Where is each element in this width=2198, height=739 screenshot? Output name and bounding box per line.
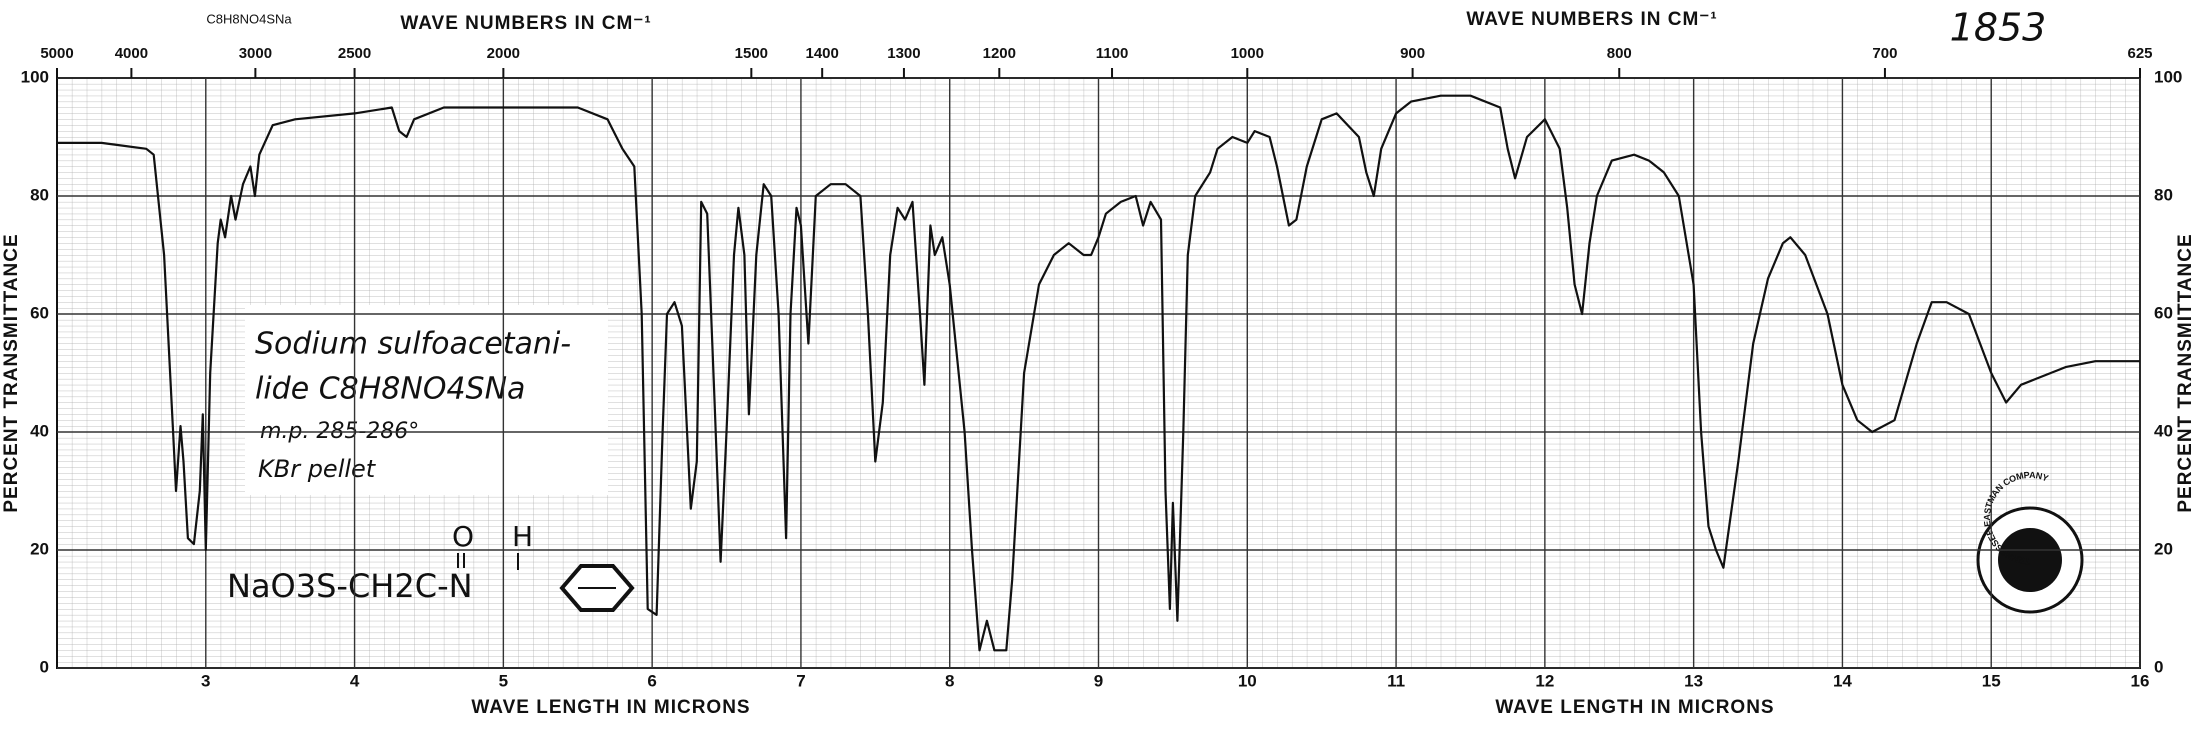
top-tick-label: 1200	[983, 45, 1016, 62]
top-tick-label: 800	[1607, 45, 1632, 62]
x-tick-label: 5	[499, 671, 508, 690]
x-tick-label: 12	[1535, 671, 1554, 690]
formula-top: C8H8NO4SNa	[206, 11, 292, 26]
top-tick-label: 3000	[239, 45, 272, 62]
y-tick-label: 60	[2154, 303, 2173, 322]
y-tick-label: 60	[30, 303, 49, 322]
top-tick-label: 1100	[1096, 45, 1129, 62]
x-tick-label: 14	[1833, 671, 1852, 690]
y-tick-label: 40	[2154, 421, 2173, 440]
y-tick-label: 100	[21, 67, 49, 86]
y-axis-title: PERCENT TRANSMITTANCE	[2175, 233, 2196, 512]
y-tick-label: 40	[30, 421, 49, 440]
y-tick-label: 100	[2154, 67, 2182, 86]
x-tick-label: 9	[1094, 671, 1103, 690]
y-tick-label: 80	[2154, 185, 2173, 204]
logo	[1998, 528, 2062, 592]
top-tick-label: 1500	[735, 45, 768, 62]
note-line: KBr pellet	[258, 455, 377, 483]
top-axis-title: WAVE NUMBERS IN CM⁻¹	[1466, 9, 1717, 30]
top-tick-label: 1300	[887, 45, 920, 62]
x-tick-label: 6	[647, 671, 656, 690]
top-tick-label: 900	[1400, 45, 1425, 62]
note-line: Sodium sulfoacetani-	[255, 327, 571, 362]
y-tick-label: 20	[30, 539, 49, 558]
top-tick-label: 700	[1872, 45, 1897, 62]
y-axis-title: PERCENT TRANSMITTANCE	[1, 233, 22, 512]
top-tick-label: 2000	[487, 45, 520, 62]
x-axis-title: WAVE LENGTH IN MICRONS	[471, 697, 750, 718]
x-tick-label: 16	[2131, 671, 2150, 690]
top-tick-label: 625	[2127, 45, 2152, 62]
x-tick-label: 15	[1982, 671, 2001, 690]
top-tick-label: 1000	[1231, 45, 1264, 62]
x-tick-label: 3	[201, 671, 210, 690]
x-tick-label: 4	[350, 671, 360, 690]
top-tick-label: 2500	[338, 45, 371, 62]
y-tick-label: 20	[2154, 539, 2173, 558]
note-box	[245, 305, 608, 495]
y-tick-label: 0	[40, 657, 49, 676]
y-tick-label: 0	[2154, 657, 2163, 676]
spectrum-line	[57, 94, 2140, 652]
top-tick-label: 1400	[805, 45, 838, 62]
top-tick-label: 5000	[40, 45, 73, 62]
note-line: lide C8H8NO4SNa	[255, 372, 525, 407]
x-tick-label: 7	[796, 671, 805, 690]
catalog-number: 1853	[1950, 6, 2047, 50]
x-axis-title: WAVE LENGTH IN MICRONS	[1495, 697, 1774, 718]
top-tick-label: 4000	[115, 45, 148, 62]
structure: NaO3S-CH2C-N	[227, 567, 473, 605]
x-tick-label: 13	[1684, 671, 1703, 690]
x-tick-label: 11	[1387, 671, 1405, 690]
x-tick-label: 10	[1238, 671, 1257, 690]
structure-o: O	[452, 520, 474, 553]
y-tick-label: 80	[30, 185, 49, 204]
structure-h: H	[512, 520, 533, 553]
top-axis-title: WAVE NUMBERS IN CM⁻¹	[400, 13, 651, 34]
x-tick-label: 8	[945, 671, 954, 690]
